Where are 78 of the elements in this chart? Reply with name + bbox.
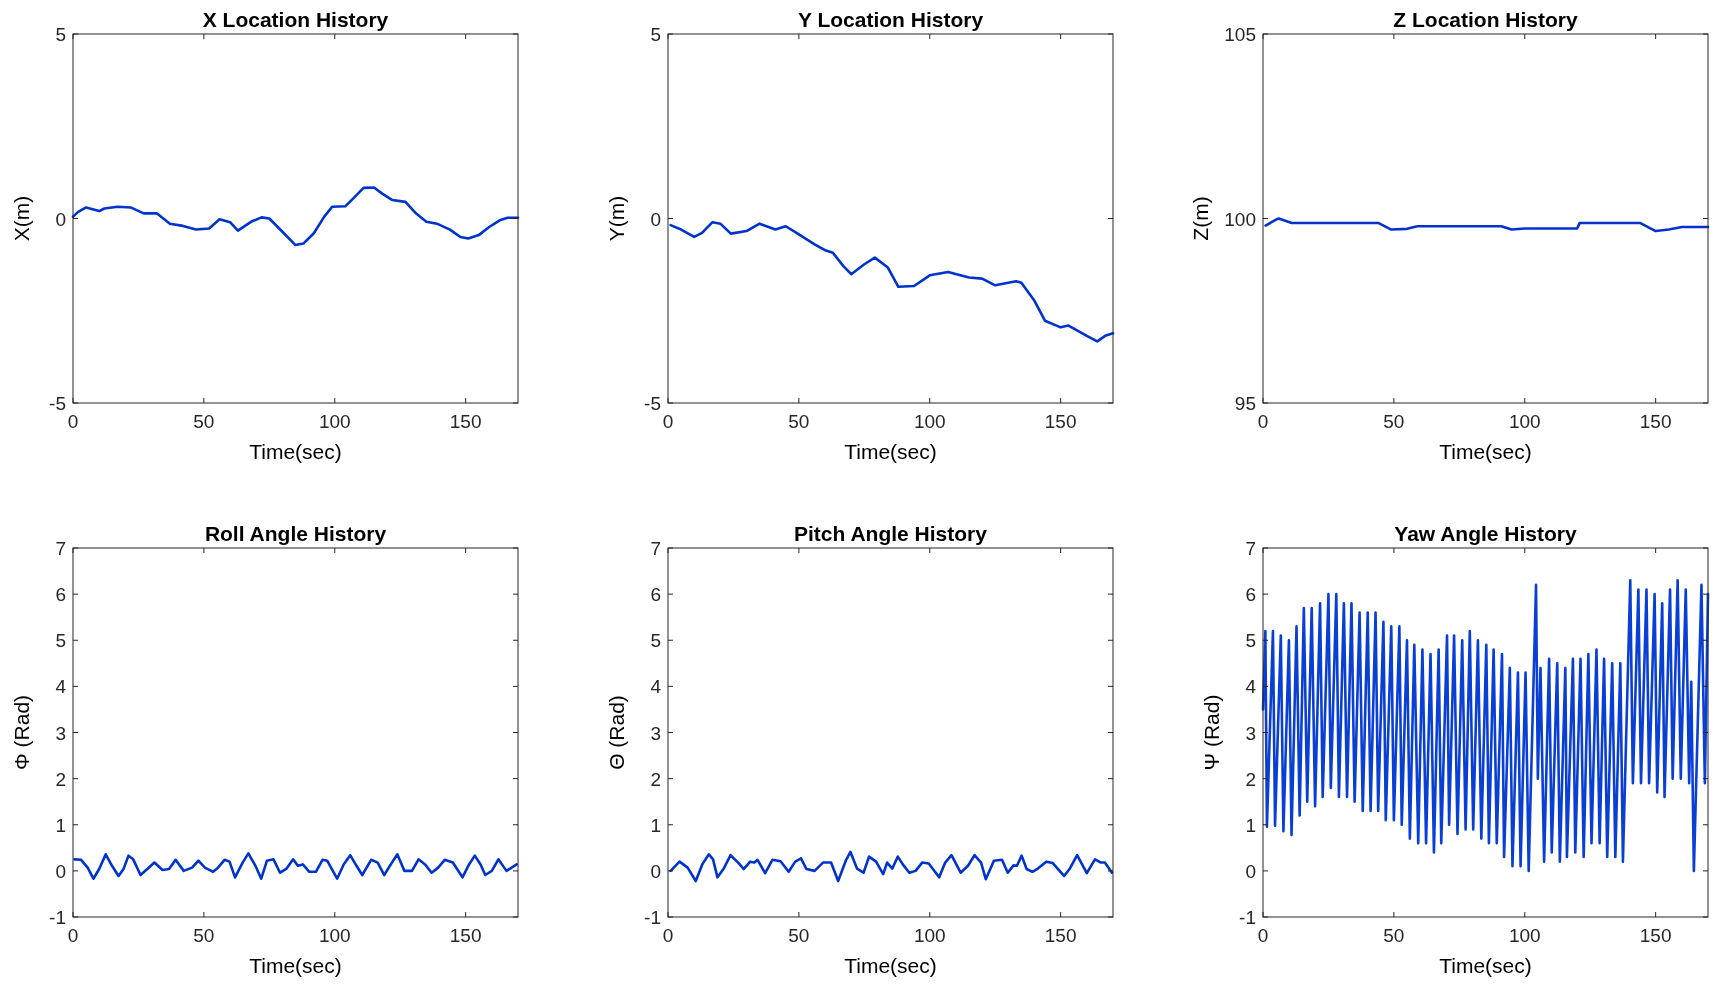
- y-tick-label: 3: [1245, 722, 1256, 744]
- y-axis-title: Y(m): [605, 195, 628, 242]
- y-tick-label: 105: [1224, 24, 1256, 45]
- y-tick-label: 95: [1234, 393, 1256, 414]
- line-series: [669, 220, 1115, 343]
- line-series: [73, 852, 518, 881]
- y-tick-label: 0: [650, 860, 661, 882]
- y-tick-label: 0: [650, 208, 661, 230]
- y-tick-label: 6: [650, 584, 661, 606]
- x-axis-title: Time(sec): [844, 954, 937, 977]
- y-tick-label: 2: [650, 768, 661, 790]
- line-series: [1264, 217, 1710, 233]
- chart-title: Yaw Angle History: [1394, 522, 1578, 545]
- x-tick-label: 150: [1044, 925, 1077, 946]
- y-axis-title: Φ (Rad): [10, 694, 33, 771]
- y-tick-label: 5: [650, 630, 661, 652]
- y-tick-label: 3: [55, 722, 66, 744]
- x-tick-label: 50: [193, 411, 215, 432]
- chart-title: Y Location History: [797, 8, 984, 31]
- y-tick-label: 5: [650, 24, 661, 45]
- x-tick-label: 100: [318, 925, 351, 946]
- x-axis-title: Time(sec): [1439, 440, 1532, 463]
- y-tick-label: -1: [644, 907, 661, 928]
- chart-title: Pitch Angle History: [794, 522, 988, 545]
- x-tick-label: 50: [193, 925, 215, 946]
- y-tick-label: 0: [1245, 860, 1256, 882]
- y-tick-label: 7: [55, 538, 66, 559]
- y-tick-label: 1: [650, 814, 661, 836]
- y-tick-label: 100: [1224, 208, 1256, 230]
- x-tick-label: 100: [913, 411, 946, 432]
- chart-title: Z Location History: [1393, 8, 1578, 31]
- x-axis-title: Time(sec): [249, 440, 342, 463]
- x-tick-label: 100: [318, 411, 351, 432]
- line-series: [669, 850, 1114, 883]
- x-tick-label: 150: [449, 411, 482, 432]
- x-tick-label: 150: [449, 925, 482, 946]
- y-tick-label: -5: [644, 393, 661, 414]
- x-axis-title: Time(sec): [249, 954, 342, 977]
- x-tick-label: 50: [1383, 925, 1405, 946]
- chart-title: X Location History: [202, 8, 389, 31]
- x-tick-label: 100: [913, 925, 946, 946]
- y-tick-label: 1: [55, 814, 66, 836]
- y-tick-label: -1: [1239, 907, 1256, 928]
- y-tick-label: 7: [650, 538, 661, 559]
- y-tick-label: 6: [1245, 584, 1256, 606]
- y-tick-label: 0: [55, 208, 66, 230]
- y-tick-label: 5: [1245, 630, 1256, 652]
- y-tick-label: 5: [55, 630, 66, 652]
- y-tick-label: 0: [55, 860, 66, 882]
- y-tick-label: -5: [49, 393, 66, 414]
- y-tick-label: -1: [49, 907, 66, 928]
- y-axis-title: Ψ (Rad): [1200, 694, 1223, 771]
- y-tick-label: 2: [55, 768, 66, 790]
- y-tick-label: 6: [55, 584, 66, 606]
- line-series: [71, 186, 520, 247]
- y-axis-title: X(m): [10, 195, 33, 242]
- x-tick-label: 150: [1044, 411, 1077, 432]
- y-axis-title: Θ (Rad): [605, 695, 628, 770]
- chart-title: Roll Angle History: [204, 522, 387, 545]
- y-tick-label: 5: [55, 24, 66, 45]
- x-tick-label: 100: [1508, 925, 1541, 946]
- y-tick-label: 2: [1245, 768, 1256, 790]
- y-tick-label: 7: [1245, 538, 1256, 559]
- x-axis-title: Time(sec): [844, 440, 937, 463]
- x-tick-label: 150: [1639, 925, 1672, 946]
- x-tick-label: 50: [788, 925, 810, 946]
- x-tick-label: 100: [1508, 411, 1541, 432]
- y-tick-label: 4: [55, 676, 67, 698]
- y-tick-label: 3: [650, 722, 661, 744]
- y-tick-label: 4: [650, 676, 662, 698]
- line-series: [1261, 578, 1710, 873]
- y-axis-title: Z(m): [1189, 196, 1212, 241]
- x-tick-label: 150: [1639, 411, 1672, 432]
- x-axis-title: Time(sec): [1439, 954, 1532, 977]
- x-tick-label: 50: [788, 411, 810, 432]
- y-tick-label: 4: [1245, 676, 1257, 698]
- x-tick-label: 50: [1383, 411, 1405, 432]
- y-tick-label: 1: [1245, 814, 1256, 836]
